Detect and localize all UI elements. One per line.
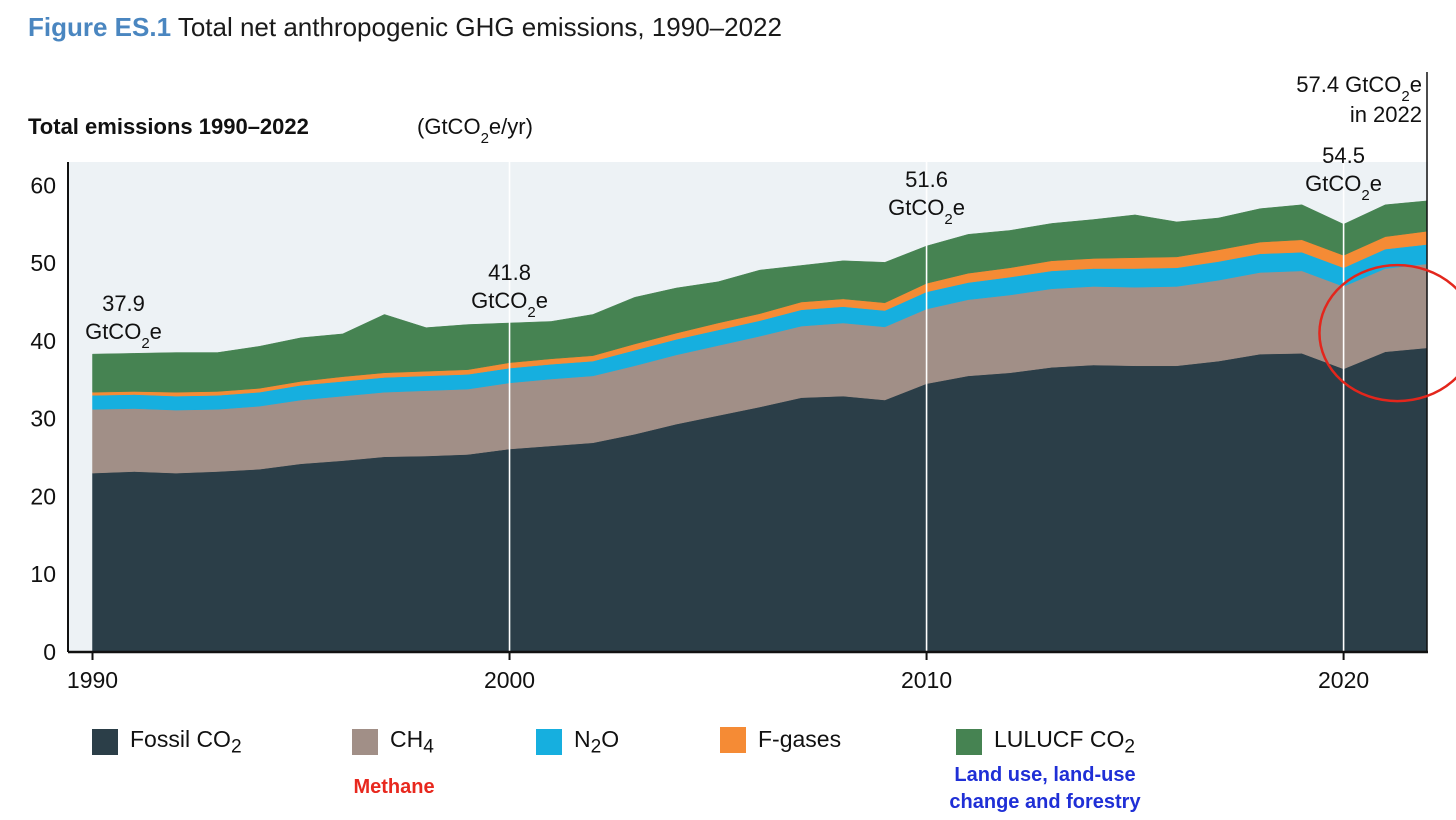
- legend-item-lulucf-co2: LULUCF CO2: [956, 726, 1135, 759]
- y-tick-label: 10: [30, 561, 56, 587]
- legend-item-n2o: N2O: [536, 726, 619, 759]
- methane-note: Methane: [353, 776, 435, 798]
- units-label: (GtCO2e/yr): [417, 114, 533, 147]
- annotation-1990-value: 37.9: [102, 291, 145, 316]
- legend-item-fossil-co2: Fossil CO2: [92, 726, 242, 759]
- x-tick-label: 2000: [484, 667, 535, 693]
- figure-label: Figure ES.1: [28, 12, 172, 42]
- annotation-2022-note: in 2022: [1350, 102, 1422, 127]
- y-tick-label: 40: [30, 328, 56, 354]
- legend-label: F-gases: [758, 726, 842, 752]
- land-use-note-line1: Land use, land-use: [954, 764, 1136, 786]
- axes: 0 10 20 30 40 50 60 1990 2000 2010 2020: [30, 72, 1428, 693]
- land-use-note: Land use, land-use change and forestry: [920, 762, 1170, 816]
- annotation-2022-value: 57.4 GtCO2e: [1296, 72, 1422, 105]
- legend-item-ch4: CH4: [352, 726, 434, 759]
- y-tick-label: 0: [43, 639, 56, 665]
- legend-label: Fossil CO2: [130, 726, 242, 758]
- chart-title: Total emissions 1990–2022: [28, 114, 309, 139]
- legend-label: LULUCF CO2: [994, 726, 1136, 758]
- annotation-2000-value: 41.8: [488, 260, 531, 285]
- x-tick-label: 2010: [901, 667, 952, 693]
- chart-labels: Total emissions 1990–2022 (GtCO2e/yr) 37.9…: [28, 72, 1456, 403]
- decade-lines: [508, 162, 1345, 652]
- legend-swatch: [536, 729, 562, 756]
- land-use-note-line2: change and forestry: [949, 791, 1141, 813]
- figure-title-text: Total net anthropogenic GHG emissions, 1…: [177, 12, 782, 42]
- annotation-2020-unit: GtCO2e: [1305, 171, 1382, 204]
- y-tick-label: 50: [30, 250, 56, 276]
- legend-item-f-gases: F-gases: [720, 726, 841, 753]
- figure-title: Figure ES.1 Total net anthropogenic GHG …: [28, 12, 782, 43]
- annotation-2020-value: 54.5: [1322, 143, 1365, 168]
- highlight-ellipse: [1318, 263, 1456, 403]
- legend-swatch: [956, 729, 982, 756]
- legend-swatch: [92, 729, 118, 756]
- annotation-2000-unit: GtCO2e: [471, 288, 548, 321]
- annotation-2010-value: 51.6: [905, 167, 948, 192]
- series-areas: [92, 200, 1428, 653]
- legend-swatch: [720, 726, 746, 753]
- x-tick-label: 2020: [1318, 667, 1369, 693]
- annotation-2010-unit: GtCO2e: [888, 195, 965, 228]
- legend-label: N2O: [574, 726, 620, 758]
- legend-label: CH4: [390, 726, 434, 758]
- y-tick-label: 20: [30, 483, 56, 509]
- legend-swatch: [352, 729, 378, 756]
- y-tick-label: 30: [30, 406, 56, 432]
- y-tick-label: 60: [30, 172, 56, 198]
- x-tick-label: 1990: [67, 667, 118, 693]
- annotation-1990-unit: GtCO2e: [85, 319, 162, 352]
